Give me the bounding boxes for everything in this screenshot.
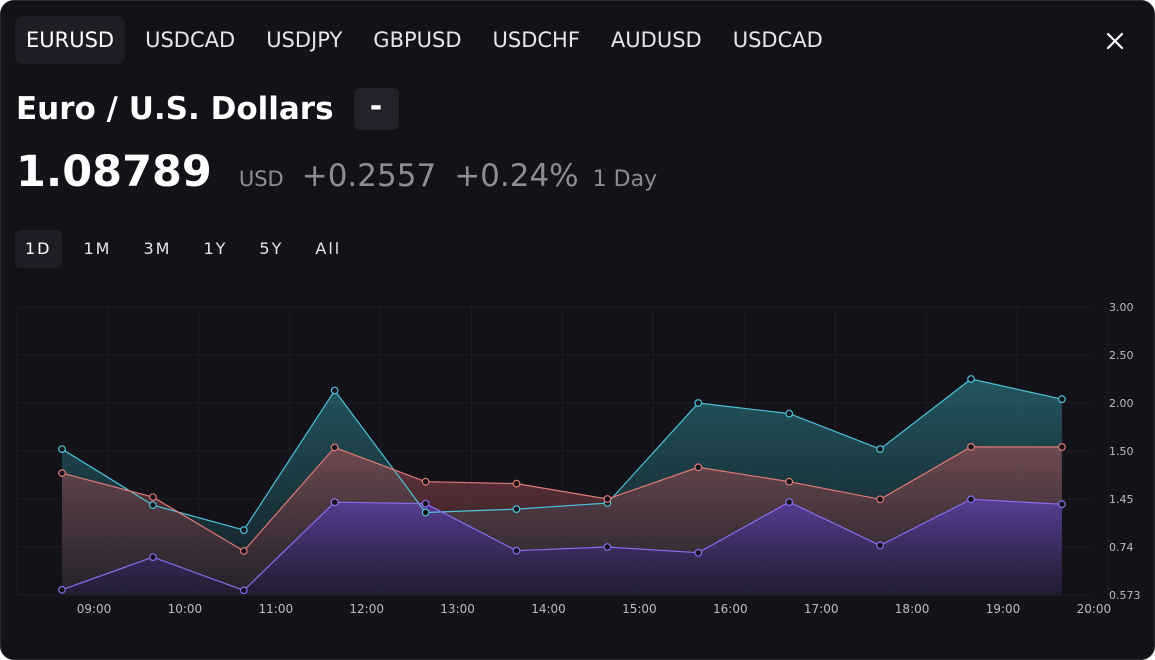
data-point-mid[interactable] [967,442,975,451]
tab-usdchf[interactable]: USDCHF [492,28,580,52]
y-tick-label: 0.74 [1109,541,1134,554]
data-point-top[interactable] [330,386,339,395]
tab-usdcad-2[interactable]: USDCAD [732,28,823,52]
current-price: 1.08789 [16,147,212,197]
data-point-top[interactable] [421,508,430,517]
chart-areas [62,379,1062,595]
x-tick-label: 18:00 [895,602,930,616]
data-point-mid[interactable] [239,547,248,555]
data-point-top[interactable] [967,375,975,383]
data-point-low[interactable] [694,548,703,557]
data-point-top[interactable] [876,445,884,454]
x-tick-label: 16:00 [713,602,748,616]
price-area-chart[interactable]: 3.00 2.50 2.00 1.50 1.45 0.74 0.573 09:00 10:00 1… [1,291,1154,621]
tab-usdcad[interactable]: USDCAD [145,28,236,52]
data-point-low[interactable] [785,498,794,507]
y-tick-label: 1.45 [1109,493,1134,506]
chart-axes: 3.00 2.50 2.00 1.50 1.45 0.74 0.573 09:00 10:00 1… [77,301,1141,616]
range-5y[interactable]: 5Y [259,239,284,258]
data-point-mid[interactable] [330,443,339,452]
range-3m[interactable]: 3M [143,239,172,258]
range-all[interactable]: All [315,239,342,258]
x-tick-label: 17:00 [804,602,839,616]
data-point-top[interactable] [785,409,794,418]
x-tick-label: 15:00 [622,602,657,616]
data-point-top[interactable] [1057,395,1066,404]
range-1y[interactable]: 1Y [203,239,228,258]
data-point-mid[interactable] [148,493,157,502]
page-title: Euro / U.S. Dollars [16,91,334,127]
period-label: 1 Day [592,167,658,192]
y-tick-label: 1.50 [1109,445,1134,458]
series-line-top [61,378,1063,531]
collapse-toggle-button[interactable]: - [353,88,399,130]
data-point-top[interactable] [512,505,521,514]
data-point-mid[interactable] [421,477,430,486]
x-tick-label: 12:00 [349,602,384,616]
x-tick-label: 10:00 [168,602,203,616]
data-point-low[interactable] [58,585,66,594]
data-point-top[interactable] [239,526,248,535]
x-tick-label: 09:00 [77,602,112,616]
x-tick-label: 20:00 [1077,602,1112,616]
data-point-mid[interactable] [876,495,884,504]
series-line-mid [61,446,1062,552]
data-point-low[interactable] [512,546,521,555]
data-point-mid[interactable] [58,469,66,478]
data-point-top[interactable] [694,399,703,407]
chart-lines [61,378,1063,592]
close-icon [1106,32,1124,50]
data-point-mid[interactable] [512,479,521,488]
range-1d[interactable]: 1D [15,230,62,268]
chart-points [58,375,1066,595]
x-tick-label: 14:00 [531,602,566,616]
y-tick-label: 2.00 [1109,397,1134,410]
data-point-low[interactable] [239,586,248,595]
y-tick-label: 3.00 [1109,301,1134,314]
series-area-low [62,499,1062,595]
tab-gbpusd[interactable]: GBPUSD [373,28,462,52]
data-point-top[interactable] [58,445,66,454]
tab-usdjpy[interactable]: USDJPY [266,28,343,52]
data-point-low[interactable] [876,541,884,550]
x-tick-label: 13:00 [440,602,475,616]
data-point-low[interactable] [330,498,339,507]
data-point-mid[interactable] [785,477,794,486]
quote-row: 1.08789 USD +0.2557 +0.24% 1 Day [16,147,657,203]
series-line-low [61,498,1062,592]
price-change: +0.2557 [301,158,437,194]
close-button[interactable] [1101,27,1129,55]
data-point-low[interactable] [603,543,612,551]
tab-audusd[interactable]: AUDUSD [610,28,702,52]
data-point-mid[interactable] [1057,443,1066,451]
data-point-low[interactable] [421,499,430,508]
data-point-mid[interactable] [694,463,703,472]
data-point-top[interactable] [148,501,157,510]
y-tick-label: 0.573 [1109,589,1141,602]
data-point-low[interactable] [148,553,157,562]
price-change-percent: +0.24% [454,158,579,194]
range-1m[interactable]: 1M [83,239,112,258]
data-point-mid[interactable] [603,495,612,503]
data-point-low[interactable] [967,495,975,504]
y-tick-label: 2.50 [1109,349,1134,362]
time-range-selector: 1D 1M 3M 1Y 5Y All [15,230,363,268]
x-tick-label: 19:00 [986,602,1021,616]
title-row: Euro / U.S. Dollars - [16,88,399,130]
quote-currency: USD [238,167,284,191]
currency-pair-tabs: EURUSD USDCAD USDJPY GBPUSD USDCHF AUDUS… [15,16,843,64]
data-point-low[interactable] [1057,500,1066,509]
x-tick-label: 11:00 [259,602,294,616]
tab-eurusd[interactable]: EURUSD [15,16,126,64]
